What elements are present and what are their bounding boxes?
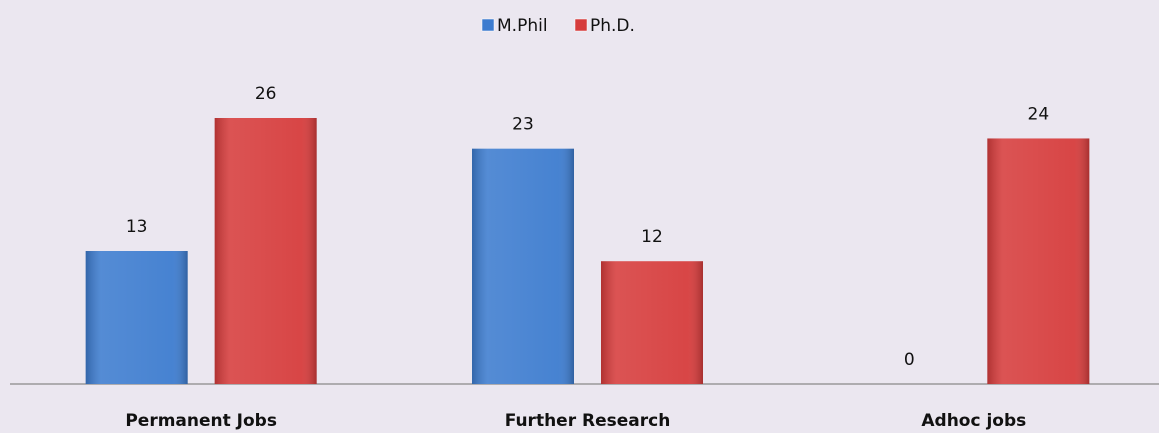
bar-shading xyxy=(987,138,1090,384)
data-label: 23 xyxy=(512,115,534,135)
data-label: 13 xyxy=(126,217,148,237)
x-tick-label: Further Research xyxy=(505,411,671,431)
legend-label: Ph.D. xyxy=(590,16,635,36)
x-tick-label: Permanent Jobs xyxy=(125,411,277,431)
data-label: 0 xyxy=(904,350,915,370)
data-label: 26 xyxy=(255,84,277,104)
bar-shading xyxy=(601,261,703,384)
data-label: 24 xyxy=(1028,104,1050,124)
legend-swatch xyxy=(481,18,495,32)
bar-shading xyxy=(472,148,574,384)
x-tick-label: Adhoc jobs xyxy=(921,411,1026,431)
bar-shading xyxy=(85,251,188,384)
legend-label: M.Phil xyxy=(497,16,548,36)
legend-swatch xyxy=(574,18,588,32)
data-label: 12 xyxy=(641,227,663,247)
bar-shading xyxy=(214,118,317,384)
